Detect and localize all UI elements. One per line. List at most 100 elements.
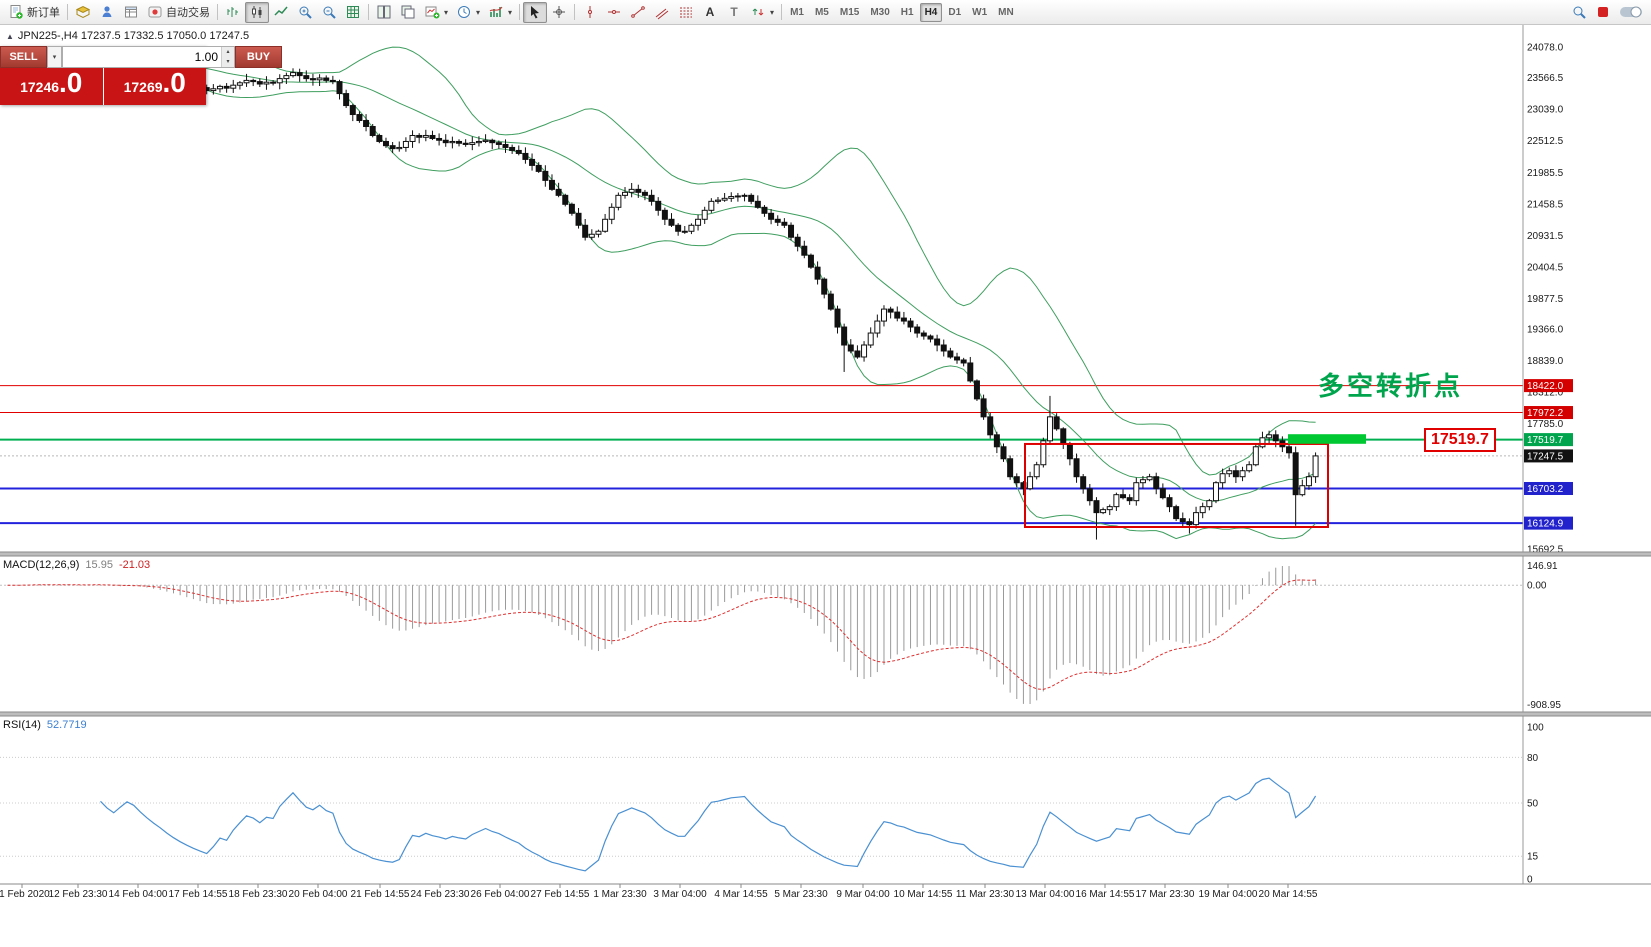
- vertical-line-button[interactable]: [578, 2, 602, 23]
- cascade-windows-icon: [401, 5, 415, 19]
- buy-price-main: 17269: [123, 79, 163, 95]
- separator: [368, 4, 369, 20]
- auto-trading-label: 自动交易: [166, 7, 210, 19]
- cursor-button[interactable]: [523, 1, 548, 23]
- timeframe-d1-button[interactable]: D1: [943, 3, 966, 22]
- svg-text:1 Mar 23:30: 1 Mar 23:30: [593, 889, 647, 900]
- timeframe-mn-button[interactable]: MN: [993, 3, 1019, 22]
- bar-chart-icon: [227, 7, 238, 17]
- volume-decrease-button[interactable]: ▾: [222, 57, 234, 67]
- svg-text:50: 50: [1527, 799, 1539, 810]
- rsi-name: RSI(14): [3, 719, 41, 731]
- chart-canvas[interactable]: 24078.0 23566.5 23039.0 22512.5 21985.5 21458…: [0, 25, 1651, 947]
- svg-text:20404.5: 20404.5: [1527, 262, 1564, 273]
- arrows-button[interactable]: ▾: [746, 2, 778, 23]
- svg-text:16124.9: 16124.9: [1527, 519, 1564, 530]
- price-axis[interactable]: 24078.0 23566.5 23039.0 22512.5 21985.5 21458…: [1522, 25, 1573, 884]
- zoom-out-icon: [323, 6, 336, 19]
- search-button[interactable]: [1567, 2, 1591, 23]
- indicators-button[interactable]: ▾: [484, 2, 516, 23]
- sell-price[interactable]: 17246.0: [0, 68, 103, 105]
- zoom-in-icon: [299, 6, 312, 19]
- buy-button[interactable]: BUY: [235, 46, 282, 68]
- timeframe-h4-button[interactable]: H4: [919, 2, 943, 22]
- timeframe-m5-button[interactable]: M5: [810, 3, 834, 22]
- indicators-icon: [489, 6, 503, 17]
- svg-text:17785.0: 17785.0: [1527, 419, 1564, 430]
- timeframe-h1-button[interactable]: H1: [896, 3, 919, 22]
- svg-text:15692.5: 15692.5: [1527, 545, 1564, 556]
- tile-windows-button[interactable]: [372, 2, 396, 23]
- chevron-down-icon: ▾: [476, 7, 481, 17]
- sell-button[interactable]: SELL: [0, 46, 47, 68]
- bar-chart-button[interactable]: [221, 2, 245, 23]
- price-callout-label[interactable]: 17519.7: [1424, 428, 1496, 452]
- zoom-in-button[interactable]: [293, 2, 317, 23]
- clock-icon: [458, 6, 471, 18]
- community-button[interactable]: [1591, 2, 1615, 23]
- channel-button[interactable]: [650, 2, 674, 23]
- line-chart-button[interactable]: [269, 2, 293, 23]
- svg-text:19877.5: 19877.5: [1527, 294, 1564, 305]
- horizontal-line-button[interactable]: [602, 2, 626, 23]
- svg-text:0: 0: [1527, 875, 1533, 886]
- volume-increase-button[interactable]: ▴: [222, 47, 234, 57]
- crosshair-button[interactable]: [547, 2, 571, 23]
- chevron-down-icon: ▾: [770, 7, 775, 17]
- navigator-button[interactable]: [95, 2, 119, 23]
- cursor-icon: [531, 6, 540, 19]
- turning-point-annotation[interactable]: 多空转折点: [1318, 372, 1464, 402]
- svg-text:11 Mar 23:30: 11 Mar 23:30: [956, 889, 1015, 900]
- new-chart-button[interactable]: ▾: [420, 2, 452, 23]
- trendline-icon: [631, 6, 645, 18]
- svg-text:100: 100: [1527, 723, 1544, 734]
- text-button[interactable]: A: [698, 2, 722, 23]
- timeframe-m15-button[interactable]: M15: [835, 3, 864, 22]
- volume-spinner: ▴ ▾: [221, 47, 234, 67]
- svg-text:80: 80: [1527, 753, 1539, 764]
- volume-dropdown[interactable]: ▾: [47, 46, 62, 68]
- svg-text:15: 15: [1527, 852, 1539, 863]
- community-icon: [1598, 7, 1608, 17]
- svg-text:20 Mar 14:55: 20 Mar 14:55: [1259, 889, 1318, 900]
- timeframe-m1-button[interactable]: M1: [785, 3, 809, 22]
- market-watch-button[interactable]: [71, 2, 95, 23]
- svg-text:A: A: [706, 5, 715, 19]
- panel-splitters[interactable]: [0, 551, 1651, 717]
- cascade-windows-button[interactable]: [396, 2, 420, 23]
- symbol-title-text: JPN225-,H4 17237.5 17332.5 17050.0 17247…: [17, 30, 250, 42]
- one-click-collapse-icon[interactable]: ▲: [6, 31, 14, 41]
- one-click-trading-panel: SELL ▾ ▴ ▾ BUY 17246.0 17269.0: [0, 46, 282, 105]
- svg-text:0.00: 0.00: [1527, 581, 1547, 592]
- panel-toggle-button[interactable]: [1615, 2, 1647, 23]
- chart-period-button[interactable]: ▾: [452, 2, 484, 23]
- data-window-button[interactable]: [119, 2, 143, 23]
- chevron-down-icon: ▾: [444, 7, 449, 17]
- macd-panel: 146.91 0.00 -908.95: [0, 561, 1561, 711]
- volume-input[interactable]: [63, 47, 221, 67]
- zoom-out-button[interactable]: [317, 2, 341, 23]
- separator: [217, 4, 218, 20]
- grid-toggle-button[interactable]: [341, 2, 365, 23]
- buy-price[interactable]: 17269.0: [103, 68, 206, 105]
- trendline-button[interactable]: [626, 2, 650, 23]
- volume-field: ▴ ▾: [62, 46, 235, 68]
- candlestick-chart-button[interactable]: [245, 1, 269, 23]
- new-order-button[interactable]: 新订单: [4, 2, 64, 23]
- candlestick-chart-icon: [252, 6, 262, 18]
- grid-icon: [347, 6, 359, 18]
- market-watch-icon: [75, 5, 91, 19]
- drawing-objects[interactable]: [1024, 434, 1366, 528]
- line-chart-icon: [274, 6, 288, 16]
- svg-text:24 Feb 23:30: 24 Feb 23:30: [411, 889, 470, 900]
- auto-trading-button[interactable]: 自动交易: [143, 2, 214, 23]
- timeframe-w1-button[interactable]: W1: [967, 3, 992, 22]
- timeframe-m30-button[interactable]: M30: [865, 3, 894, 22]
- svg-text:23039.0: 23039.0: [1527, 105, 1564, 116]
- svg-text:26 Feb 04:00: 26 Feb 04:00: [471, 889, 530, 900]
- macd-signal-line: [7, 579, 1316, 690]
- fibonacci-button[interactable]: [674, 2, 698, 23]
- text-label-button[interactable]: T: [722, 2, 746, 23]
- svg-text:21985.5: 21985.5: [1527, 168, 1564, 179]
